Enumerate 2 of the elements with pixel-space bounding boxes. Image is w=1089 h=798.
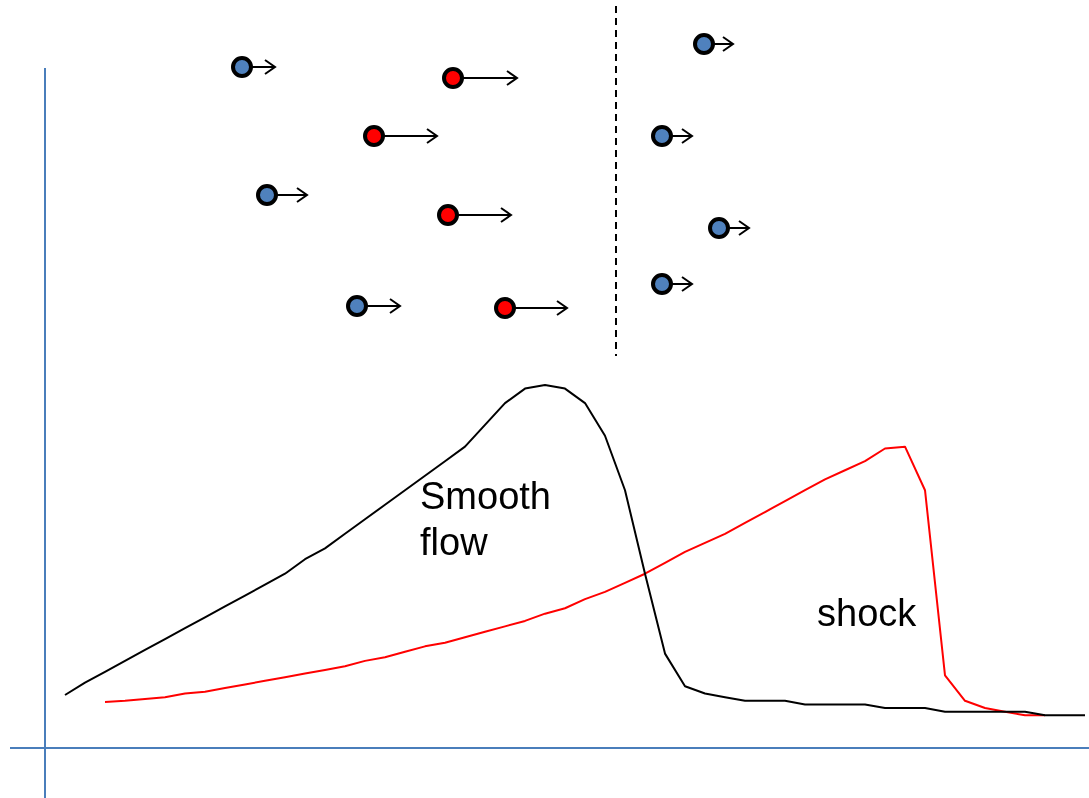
series-label: shock [817,592,918,635]
series-label: Smooth flow [420,475,551,564]
